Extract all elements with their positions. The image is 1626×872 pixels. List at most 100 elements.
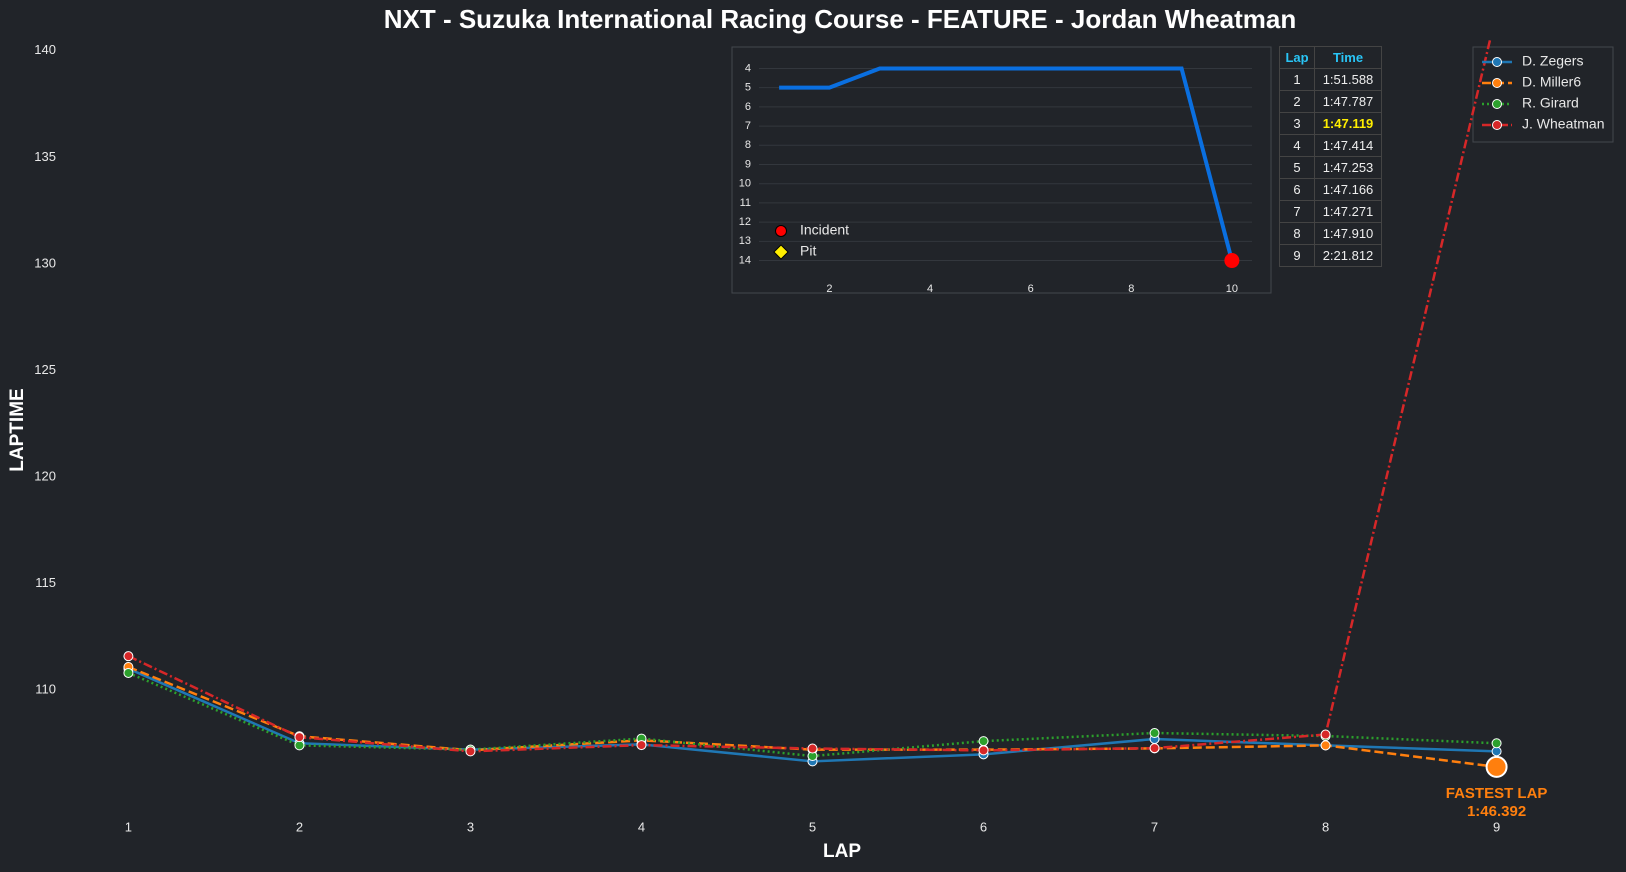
table-row: 9 2:21.812	[1279, 244, 1382, 267]
data-point	[978, 745, 989, 756]
lap-table: Lap Time 1 1:51.588 2 1:47.787 3 1:47.119 4 1:47.…	[1279, 46, 1382, 267]
legend-label: J. Wheatman	[1522, 116, 1604, 132]
table-row: 4 1:47.414	[1279, 134, 1382, 157]
data-point	[123, 651, 134, 662]
table-cell: 1:47.119	[1314, 112, 1382, 135]
table-cell: 3	[1279, 112, 1315, 135]
legend-dot	[1492, 99, 1502, 109]
table-cell: 1:47.414	[1314, 134, 1382, 157]
table-cell: 1:47.166	[1314, 178, 1382, 201]
data-point	[294, 740, 305, 751]
table-cell: 6	[1279, 178, 1315, 201]
y-tick-label: 125	[34, 362, 56, 377]
data-point	[1320, 740, 1331, 751]
table-cell: 1:47.787	[1314, 90, 1382, 113]
table-row: 2 1:47.787	[1279, 90, 1382, 113]
table-cell: 9	[1279, 244, 1315, 267]
y-tick-label: 135	[34, 149, 56, 164]
table-cell: 2	[1279, 90, 1315, 113]
series-line	[779, 66, 1234, 262]
table-cell: 5	[1279, 156, 1315, 179]
x-tick-label: 5	[809, 819, 816, 834]
table-cell: 1:47.910	[1314, 222, 1382, 245]
legend-marker	[775, 225, 787, 237]
data-point	[1491, 738, 1502, 749]
data-point	[978, 736, 989, 747]
y-tick-label: 9	[745, 158, 751, 170]
table-cell: 8	[1279, 222, 1315, 245]
table-cell: 4	[1279, 134, 1315, 157]
y-tick-label: 14	[739, 254, 751, 266]
x-tick-label: 6	[980, 819, 987, 834]
data-point	[294, 732, 305, 743]
legend-marker	[773, 244, 789, 260]
y-axis-label: LAPTIME	[7, 388, 28, 471]
x-tick-label: 2	[826, 283, 832, 295]
y-tick-label: 120	[34, 468, 56, 483]
data-point	[636, 740, 647, 751]
table-header-row: Lap Time	[1279, 46, 1382, 69]
x-tick-label: 8	[1322, 819, 1329, 834]
table-cell: 1:47.253	[1314, 156, 1382, 179]
y-tick-label: 5	[745, 82, 751, 94]
x-axis-label: LAP	[823, 841, 861, 862]
table-row: 6 1:47.166	[1279, 178, 1382, 201]
x-tick-label: 3	[467, 819, 474, 834]
x-tick-label: 6	[1028, 283, 1034, 295]
x-tick-label: 2	[296, 819, 303, 834]
table-row: 5 1:47.253	[1279, 156, 1382, 179]
fastest-lap-marker	[1485, 755, 1508, 778]
table-cell: 2:21.812	[1314, 244, 1382, 267]
plot-area	[123, 8, 1502, 772]
table-row: 7 1:47.271	[1279, 200, 1382, 223]
legend-label: D. Zegers	[1522, 53, 1583, 69]
y-tick-label: 115	[35, 575, 56, 590]
y-tick-label: 13	[739, 235, 751, 247]
y-tick-label: 8	[745, 139, 751, 151]
table-row: 8 1:47.910	[1279, 222, 1382, 245]
x-tick-label: 10	[1226, 283, 1238, 295]
y-tick-label: 7	[745, 120, 751, 132]
column-header: Lap	[1279, 46, 1315, 69]
legend-label: Incident	[800, 222, 849, 238]
y-tick-label: 10	[739, 178, 751, 190]
table-row: 3 1:47.119	[1279, 112, 1382, 135]
y-tick-label: 6	[745, 101, 751, 113]
data-point	[807, 743, 818, 754]
legend-dot	[1492, 78, 1502, 88]
incident-marker	[1224, 253, 1240, 269]
x-tick-label: 7	[1151, 819, 1158, 834]
y-tick-label: 110	[35, 681, 56, 696]
y-tick-label: 130	[34, 255, 56, 270]
legend-dot	[1492, 57, 1502, 67]
data-point	[1320, 729, 1331, 740]
data-point	[123, 667, 134, 678]
y-tick-label: 12	[739, 216, 751, 228]
annotation: 1:46.392	[1467, 803, 1526, 820]
column-header: Time	[1314, 46, 1382, 69]
annotation: FASTEST LAP	[1446, 785, 1548, 802]
x-tick-label: 9	[1493, 819, 1500, 834]
chart-title: NXT - Suzuka International Racing Course…	[384, 4, 1297, 34]
legend-label: R. Girard	[1522, 95, 1579, 111]
table-cell: 7	[1279, 200, 1315, 223]
table-cell: 1	[1279, 68, 1315, 91]
legend-dot	[1492, 120, 1502, 130]
legend-label: Pit	[800, 243, 816, 259]
x-tick-label: 8	[1128, 283, 1134, 295]
y-tick-label: 4	[745, 62, 751, 74]
data-point	[1492, 8, 1501, 17]
y-tick-label: 140	[34, 42, 56, 57]
data-point	[1149, 743, 1160, 754]
x-tick-label: 4	[638, 819, 645, 834]
x-tick-label: 1	[125, 819, 132, 834]
data-point	[465, 746, 476, 757]
data-point	[1149, 728, 1160, 739]
legend-label: D. Miller6	[1522, 74, 1581, 90]
table-cell: 1:47.271	[1314, 200, 1382, 223]
table-row: 1 1:51.588	[1279, 68, 1382, 91]
y-tick-label: 11	[740, 197, 751, 209]
table-cell: 1:51.588	[1314, 68, 1382, 91]
